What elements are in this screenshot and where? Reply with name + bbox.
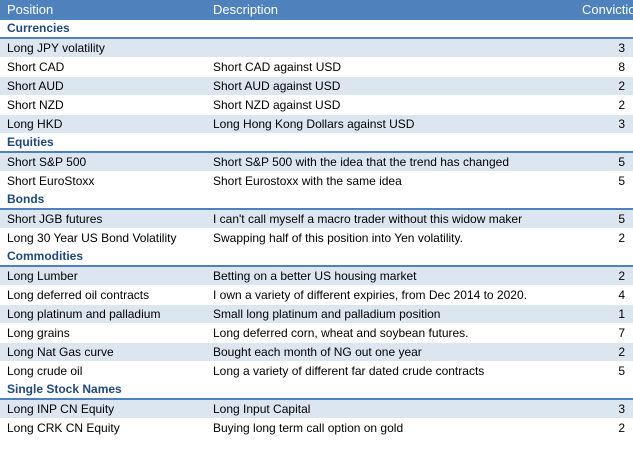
section-title: Currencies	[0, 20, 206, 39]
table-row: Short CAD Short CAD against USD 8	[0, 57, 633, 77]
positions-table: Position Description Conviction Currenci…	[0, 0, 633, 438]
position-cell[interactable]: Long 30 Year US Bond Volatility	[0, 228, 206, 248]
position-cell[interactable]: Long platinum and palladium	[0, 304, 206, 324]
table-body: Currencies Long JPY volatility 3 Short CAD S…	[0, 20, 633, 438]
conviction-cell[interactable]: 8	[575, 57, 633, 77]
conviction-cell[interactable]: 5	[575, 209, 633, 229]
position-cell[interactable]: Short S&P 500	[0, 152, 206, 172]
table-row: Short EuroStoxx Short Eurostoxx with the …	[0, 171, 633, 191]
description-cell[interactable]: Short S&P 500 with the idea that the tre…	[206, 152, 575, 172]
description-cell[interactable]	[206, 38, 575, 58]
position-cell[interactable]: Long JPY volatility	[0, 38, 206, 58]
section-spacer-conviction	[575, 190, 633, 210]
section-spacer-description	[206, 247, 575, 267]
table-row: Short AUD Short AUD against USD 2	[0, 76, 633, 96]
section-header-row: Single Stock Names	[0, 380, 633, 400]
position-cell[interactable]: Long CRK CN Equity	[0, 418, 206, 438]
section-spacer-description	[206, 190, 575, 210]
conviction-cell[interactable]: 3	[575, 114, 633, 134]
description-cell[interactable]: Betting on a better US housing market	[206, 266, 575, 286]
section-header-row: Commodities	[0, 247, 633, 267]
conviction-cell[interactable]: 2	[575, 76, 633, 96]
conviction-cell[interactable]: 5	[575, 361, 633, 381]
description-cell[interactable]: Swapping half of this position into Yen …	[206, 228, 575, 248]
position-cell[interactable]: Long Nat Gas curve	[0, 342, 206, 362]
section-spacer-conviction	[575, 380, 633, 400]
table-row: Long CRK CN Equity Buying long term call …	[0, 418, 633, 438]
table-row: Short JGB futures I can't call myself a m…	[0, 209, 633, 229]
section-title: Equities	[0, 133, 206, 153]
conviction-cell[interactable]: 2	[575, 266, 633, 286]
position-cell[interactable]: Long crude oil	[0, 361, 206, 381]
description-cell[interactable]: Short CAD against USD	[206, 57, 575, 77]
section-spacer-conviction	[575, 133, 633, 153]
description-cell[interactable]: Buying long term call option on gold	[206, 418, 575, 438]
conviction-cell[interactable]: 7	[575, 323, 633, 343]
conviction-cell[interactable]: 2	[575, 228, 633, 248]
description-cell[interactable]: Small long platinum and palladium positi…	[206, 304, 575, 324]
position-cell[interactable]: Long Lumber	[0, 266, 206, 286]
conviction-cell[interactable]: 4	[575, 285, 633, 305]
header-row: Position Description Conviction	[0, 0, 633, 20]
section-title: Single Stock Names	[0, 380, 206, 400]
description-cell[interactable]: Long Hong Kong Dollars against USD	[206, 114, 575, 134]
section-title: Bonds	[0, 190, 206, 210]
description-cell[interactable]: I can't call myself a macro trader witho…	[206, 209, 575, 229]
position-cell[interactable]: Long INP CN Equity	[0, 399, 206, 419]
table-row: Long crude oil Long a variety of differen…	[0, 361, 633, 381]
conviction-column-header[interactable]: Conviction	[575, 0, 633, 20]
position-cell[interactable]: Short NZD	[0, 95, 206, 115]
description-cell[interactable]: Short AUD against USD	[206, 76, 575, 96]
conviction-cell[interactable]: 2	[575, 95, 633, 115]
table-row: Long JPY volatility 3	[0, 38, 633, 58]
position-cell[interactable]: Short CAD	[0, 57, 206, 77]
description-cell[interactable]: Long a variety of different far dated cr…	[206, 361, 575, 381]
description-cell[interactable]: I own a variety of different expiries, f…	[206, 285, 575, 305]
table-row: Short NZD Short NZD against USD 2	[0, 95, 633, 115]
table-row: Long deferred oil contracts I own a varie…	[0, 285, 633, 305]
position-cell[interactable]: Long deferred oil contracts	[0, 285, 206, 305]
section-header-row: Currencies	[0, 20, 633, 39]
position-column-header[interactable]: Position	[0, 0, 206, 20]
section-spacer-conviction	[575, 247, 633, 267]
table-row: Long platinum and palladium Small long pl…	[0, 304, 633, 324]
conviction-cell[interactable]: 3	[575, 399, 633, 419]
conviction-cell[interactable]: 1	[575, 304, 633, 324]
table-row: Long Nat Gas curve Bought each month of N…	[0, 342, 633, 362]
position-cell[interactable]: Short EuroStoxx	[0, 171, 206, 191]
section-header-row: Equities	[0, 133, 633, 153]
section-spacer-description	[206, 133, 575, 153]
description-cell[interactable]: Short Eurostoxx with the same idea	[206, 171, 575, 191]
section-title: Commodities	[0, 247, 206, 267]
description-cell[interactable]: Long Input Capital	[206, 399, 575, 419]
conviction-cell[interactable]: 2	[575, 418, 633, 438]
section-header-row: Bonds	[0, 190, 633, 210]
table-row: Short S&P 500 Short S&P 500 with the idea…	[0, 152, 633, 172]
table-row: Long INP CN Equity Long Input Capital 3	[0, 399, 633, 419]
position-cell[interactable]: Long HKD	[0, 114, 206, 134]
section-spacer-conviction	[575, 20, 633, 39]
table-row: Long grains Long deferred corn, wheat and…	[0, 323, 633, 343]
conviction-cell[interactable]: 2	[575, 342, 633, 362]
position-cell[interactable]: Short JGB futures	[0, 209, 206, 229]
position-cell[interactable]: Short AUD	[0, 76, 206, 96]
description-cell[interactable]: Short NZD against USD	[206, 95, 575, 115]
table-row: Long Lumber Betting on a better US housin…	[0, 266, 633, 286]
section-spacer-description	[206, 380, 575, 400]
description-cell[interactable]: Bought each month of NG out one year	[206, 342, 575, 362]
position-cell[interactable]: Long grains	[0, 323, 206, 343]
conviction-cell[interactable]: 5	[575, 152, 633, 172]
description-cell[interactable]: Long deferred corn, wheat and soybean fu…	[206, 323, 575, 343]
table-row: Long 30 Year US Bond Volatility Swapping …	[0, 228, 633, 248]
description-column-header[interactable]: Description	[206, 0, 575, 20]
conviction-cell[interactable]: 5	[575, 171, 633, 191]
conviction-cell[interactable]: 3	[575, 38, 633, 58]
section-spacer-description	[206, 20, 575, 39]
table-row: Long HKD Long Hong Kong Dollars against U…	[0, 114, 633, 134]
